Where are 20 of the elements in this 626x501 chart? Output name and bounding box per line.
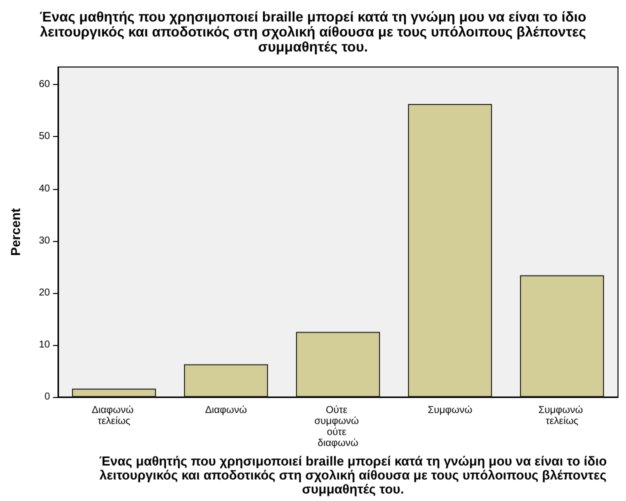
y-tick-label: 0	[44, 392, 50, 402]
bar	[184, 364, 268, 397]
y-tick-label: 20	[38, 287, 50, 298]
y-tick-label: 30	[38, 235, 50, 246]
x-tick-label: Συμφωνώ τελείως	[538, 405, 586, 427]
bar	[520, 275, 604, 397]
x-axis-title: Ένας μαθητής που χρησιμοποιεί braille μπορεί κατά τη γνώμη μου να είναι το ίδιο λειτουργικός και αποδοτικός στη σχολική αίθουσα με τους υπόλοιπους βλέποντες συμμαθητές του.	[99, 453, 607, 496]
y-tick-label: 50	[38, 131, 50, 142]
y-tick-label: 10	[38, 339, 50, 350]
bar	[72, 388, 156, 397]
bar	[296, 332, 380, 397]
chart-title: Ένας μαθητής που χρησιμοποιεί braille μπορεί κατά τη γνώμη μου να είναι το ίδιο λειτουργικός και αποδοτικός στη σχολική αίθουσα με τους υπόλοιπους βλέποντες συμμαθητές του.	[40, 8, 586, 54]
y-tick-label: 40	[38, 183, 50, 194]
x-tick-label: Ούτε συμφωνώ ούτε διαφωνώ	[314, 405, 362, 449]
y-tick-label: 60	[38, 79, 50, 90]
y-axis-title: Percent	[8, 207, 23, 256]
x-tick-label: Διαφωνώ	[205, 405, 248, 416]
x-tick-label: Διαφωνώ τελείως	[92, 405, 136, 427]
x-tick-label: Συμφωνώ	[428, 405, 472, 416]
bar	[408, 104, 492, 397]
